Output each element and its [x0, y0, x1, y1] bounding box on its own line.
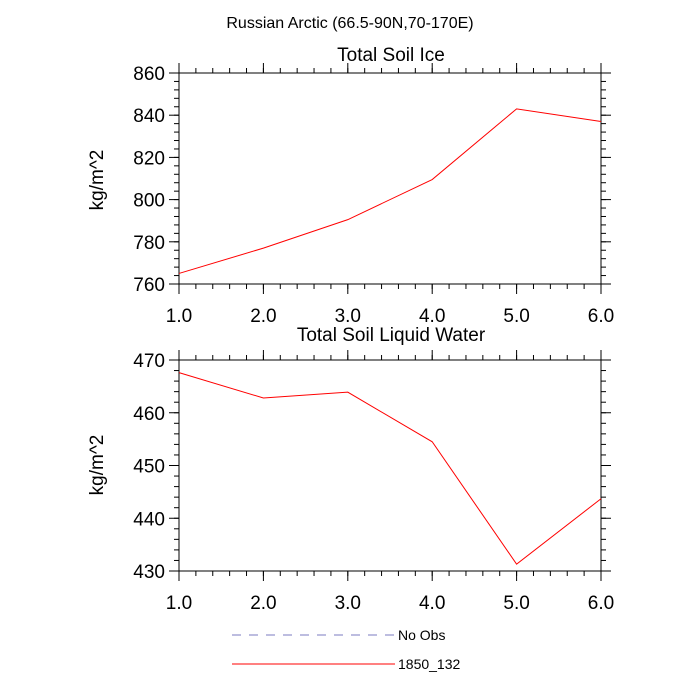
x-tick-label: 1.0 — [166, 306, 192, 327]
legend-label-1850-132: 1850_132 — [398, 656, 461, 672]
x-tick-label: 2.0 — [250, 306, 276, 327]
chart-title: Total Soil Liquid Water — [297, 325, 486, 346]
y-tick-label: 840 — [133, 106, 165, 127]
x-tick-label: 3.0 — [335, 306, 361, 327]
y-tick-label: 860 — [133, 64, 165, 85]
y-tick-label: 430 — [133, 562, 165, 583]
series-line — [178, 372, 602, 565]
y-tick-label: 820 — [133, 148, 165, 169]
y-axis-label: kg/m^2 — [87, 150, 108, 211]
y-tick-label: 760 — [133, 275, 165, 296]
legend: No Obs 1850_132 — [232, 627, 461, 672]
y-axis-label: kg/m^2 — [87, 435, 108, 496]
x-tick-label: 6.0 — [588, 306, 614, 327]
chart-total-soil-liquid-water: Total Soil Liquid Water kg/m^2 1.0 2.0 3.0… — [87, 325, 614, 614]
x-tick-label: 2.0 — [250, 593, 276, 614]
x-tick-label: 1.0 — [166, 593, 192, 614]
y-tick-label: 450 — [133, 457, 165, 478]
chart-title: Total Soil Ice — [337, 45, 445, 66]
y-tick-label: 460 — [133, 404, 165, 425]
x-tick-label: 3.0 — [335, 593, 361, 614]
legend-label-no-obs: No Obs — [398, 627, 445, 643]
x-tick-label: 5.0 — [503, 593, 529, 614]
y-tick-label: 440 — [133, 509, 165, 530]
y-tick-label: 800 — [133, 191, 165, 212]
y-tick-label: 470 — [133, 351, 165, 372]
x-tick-label: 6.0 — [588, 593, 614, 614]
y-tick-label: 780 — [133, 233, 165, 254]
figure-title: Russian Arctic (66.5-90N,70-170E) — [226, 15, 473, 32]
x-tick-label: 4.0 — [419, 593, 445, 614]
series-line — [178, 108, 602, 274]
x-tick-label: 5.0 — [503, 306, 529, 327]
chart-total-soil-ice: Total Soil Ice kg/m^2 1.0 2.0 3.0 4.0 5.0 6.0… — [87, 45, 614, 327]
x-tick-label: 4.0 — [419, 306, 445, 327]
plot-frame — [178, 72, 602, 285]
